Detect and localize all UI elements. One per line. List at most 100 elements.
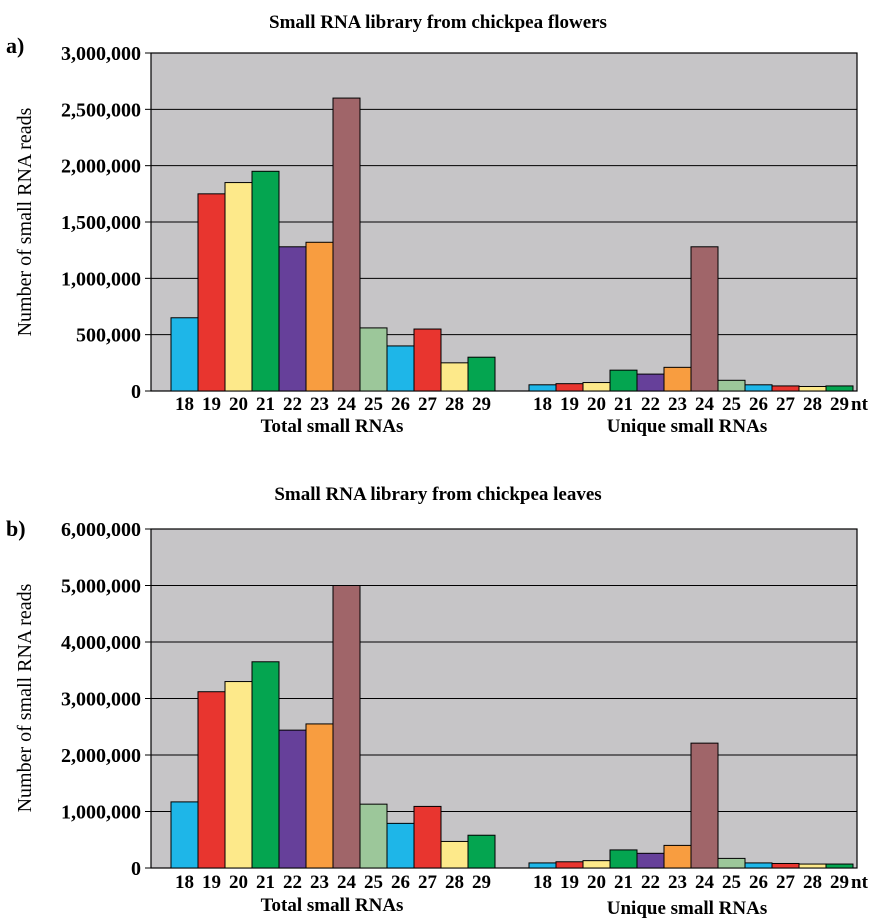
bar: [359, 327, 388, 392]
xtick-label: 22: [641, 394, 660, 415]
bar: [251, 661, 280, 869]
bar: [467, 834, 496, 869]
bar: [305, 723, 334, 869]
xtick-label: 23: [668, 394, 687, 415]
panel-b-bars: [170, 585, 854, 869]
xtick-label: 18: [175, 872, 194, 893]
xtick-label: 24: [695, 394, 715, 415]
bar: [717, 857, 746, 869]
bar: [717, 379, 746, 392]
xtick-label: 21: [256, 872, 275, 893]
xtick-label: 22: [283, 394, 302, 415]
bar: [528, 384, 557, 392]
bar: [278, 246, 307, 392]
bar: [609, 369, 638, 392]
xtick-label: 18: [533, 872, 552, 893]
bar: [636, 852, 665, 869]
xtick-label: 19: [560, 872, 579, 893]
bar: [609, 849, 638, 869]
panel-a-bars: [170, 97, 854, 392]
xtick-label: 21: [614, 394, 633, 415]
panel-a-ylabel: Number of small RNA reads: [14, 107, 36, 336]
panel-a-xtick-labels: 18 19 20 21 22 23 24 25 26 27 28 29 18 19 20 21 22 23 24 25…: [175, 394, 849, 415]
panel-b-xtick-labels: 18 19 20 21 22 23 24 25 26 27 28 29 18 19 20 21 22 23 24 25…: [175, 872, 849, 893]
bar: [359, 803, 388, 869]
bar: [825, 385, 854, 392]
bar: [413, 805, 442, 869]
xtick-label: 19: [202, 394, 221, 415]
panel-a: Small RNA library from chickpea flowers …: [6, 12, 869, 437]
panel-a-label: a): [6, 33, 24, 58]
xtick-label: 19: [202, 872, 221, 893]
panel-b-ylabel: Number of small RNA reads: [14, 583, 36, 812]
bar: [690, 742, 719, 869]
bar: [582, 382, 611, 392]
xtick-label: 18: [175, 394, 194, 415]
bar: [386, 822, 415, 869]
xtick-label: 28: [445, 394, 464, 415]
bar: [798, 863, 827, 869]
bar: [224, 681, 253, 869]
xtick-label: 27: [776, 872, 796, 893]
bar: [440, 840, 469, 869]
bar: [224, 182, 253, 392]
xtick-label: 23: [668, 872, 687, 893]
ytick-label: 1,000,000: [61, 268, 141, 290]
panel-b: Small RNA library from chickpea leaves b…: [6, 484, 869, 919]
ytick-label: 2,000,000: [61, 156, 141, 178]
xtick-label: 25: [722, 872, 741, 893]
xtick-label: 22: [641, 872, 660, 893]
xtick-label: 26: [749, 394, 768, 415]
xtick-label: 26: [391, 872, 410, 893]
ytick-label: 2,000,000: [61, 745, 141, 767]
bar: [305, 241, 334, 392]
panel-a-title: Small RNA library from chickpea flowers: [269, 12, 607, 33]
xtick-label: 29: [830, 872, 849, 893]
bar: [528, 862, 557, 869]
xtick-label: 28: [445, 872, 464, 893]
xtick-label: 28: [803, 394, 822, 415]
panel-a-unit-label: nt: [851, 394, 869, 415]
bar: [170, 317, 199, 392]
xtick-label: 20: [587, 394, 606, 415]
xtick-label: 25: [722, 394, 741, 415]
bar: [771, 862, 800, 869]
xtick-label: 18: [533, 394, 552, 415]
panel-a-ytick-labels: 0 500,000 1,000,000 1,500,000 2,000,000 2,500…: [61, 43, 141, 403]
bar: [771, 385, 800, 392]
xtick-label: 29: [472, 394, 491, 415]
panel-b-label: b): [6, 516, 26, 541]
xtick-label: 27: [418, 394, 438, 415]
ytick-label: 1,500,000: [61, 212, 141, 234]
bar: [440, 362, 469, 392]
xtick-label: 19: [560, 394, 579, 415]
panel-b-group-label-total: Total small RNAs: [261, 895, 404, 916]
panel-b-group-label-unique: Unique small RNAs: [607, 898, 767, 919]
xtick-label: 27: [418, 872, 438, 893]
ytick-label: 0: [131, 858, 141, 880]
bar: [251, 170, 280, 392]
xtick-label: 28: [803, 872, 822, 893]
bar: [413, 328, 442, 392]
xtick-label: 21: [256, 394, 275, 415]
ytick-label: 4,000,000: [61, 632, 141, 654]
bar: [555, 861, 584, 869]
xtick-label: 26: [391, 394, 410, 415]
ytick-label: 2,500,000: [61, 99, 141, 121]
ytick-label: 3,000,000: [61, 689, 141, 711]
bar: [663, 844, 692, 869]
xtick-label: 25: [364, 394, 383, 415]
panel-b-title: Small RNA library from chickpea leaves: [274, 484, 601, 505]
ytick-label: 5,000,000: [61, 576, 141, 598]
bar: [582, 860, 611, 869]
xtick-label: 22: [283, 872, 302, 893]
xtick-label: 23: [310, 872, 329, 893]
bar: [467, 356, 496, 392]
panel-a-group-label-total: Total small RNAs: [261, 416, 404, 437]
ytick-label: 0: [131, 381, 141, 403]
xtick-label: 20: [587, 872, 606, 893]
bar: [197, 691, 226, 869]
bar: [744, 384, 773, 392]
xtick-label: 23: [310, 394, 329, 415]
